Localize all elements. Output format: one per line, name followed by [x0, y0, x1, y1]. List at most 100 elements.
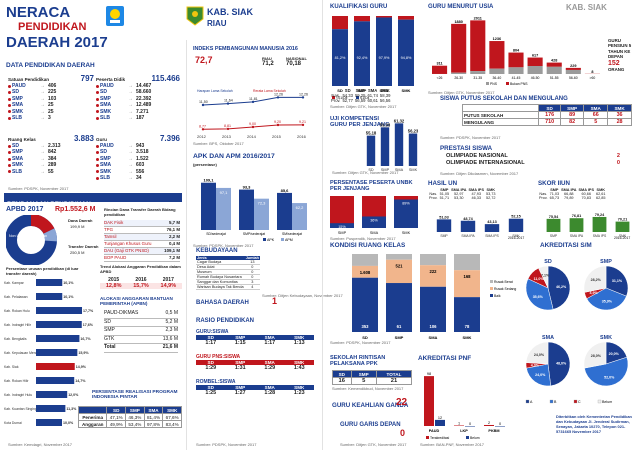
persen-bar-chart: Kab. Kampar 10,1% Kab. Pelalawan 10,1% Kab. …	[4, 279, 94, 426]
persen-value-label: 10,1%	[63, 281, 74, 285]
pendanaan-title: PENDANAAN PENDIDIKAN	[7, 201, 91, 208]
kebudayaan-header: Jumlah	[244, 256, 260, 260]
skor-iiun-category-label: SMA IPS	[593, 234, 607, 238]
kondisi-source: Sumber: PDSPK, November 2017	[330, 340, 391, 345]
putus-header: SMP	[559, 104, 585, 112]
usia-value-label: 1236	[493, 37, 501, 41]
rintisan-header: SMP	[350, 370, 377, 378]
skor-iiun-header: SMP	[550, 188, 559, 192]
pnf-terakreditasi-bar	[424, 376, 434, 426]
kualifikasi-s1-bar	[332, 29, 348, 86]
prestasi-rows: OLIMPIADE NASIONAL 2 OLIMPIADE INTERNASION…	[446, 153, 626, 167]
rintisan-source: Sumber: Kemendikbud, November 2017	[332, 386, 404, 391]
peserta-value: 187	[136, 115, 145, 122]
pip-header: SMP	[125, 406, 145, 414]
akreditasi-slice	[547, 265, 571, 310]
persen-category-label: Kab. Bengkalis	[4, 337, 27, 341]
arrow-icon: →	[128, 95, 133, 102]
pnf-value-label: 0	[499, 422, 501, 426]
data-pendidikan-source: Sumber: PDSPK, November 2017	[8, 186, 69, 191]
ukg-category-label: SMA	[395, 168, 404, 172]
rasio-value: 1:13	[293, 340, 305, 346]
satuan-label: Satuan Pendidikan	[8, 77, 50, 82]
akreditasi-pie-title: SMP	[600, 259, 612, 265]
putus-cell: 89	[559, 111, 585, 119]
persen-bar	[36, 405, 66, 412]
apk-value-label: 109,1	[203, 178, 214, 183]
akreditasi-legend-swatch	[597, 399, 602, 404]
apk-legend-swatch	[263, 238, 266, 241]
rasio-group-label: GURU:SISWA	[196, 329, 229, 335]
header-title-3: DAERAH 2017	[6, 34, 108, 51]
pendanaan-source: Sumber: Kemdagri, November 2017	[8, 442, 73, 447]
kualifikasi-legend-swatch	[356, 96, 359, 99]
usia-legend-label: Bukan PNS	[510, 82, 528, 86]
rasio-col-header: SMA	[264, 385, 275, 390]
persen-category-label: Kab. Rokan Hulu	[4, 309, 30, 313]
kondisi-category-label: SMA	[429, 335, 438, 340]
kondisi-top-label: 222	[430, 269, 438, 274]
ipm-legend-2: Rerata Lama Sekolah	[253, 89, 286, 93]
akreditasi-slice-label: 24,0%	[535, 373, 546, 377]
kondisi-rusak-sedang-bar	[454, 270, 480, 298]
skor-iiun-header: SMK	[596, 188, 605, 192]
bullet-icon	[8, 84, 11, 88]
persen-value-label: 14,7%	[75, 379, 86, 383]
skor-iiun-nas-cell: 71,03	[549, 192, 560, 196]
pip-header: SD	[106, 406, 127, 414]
kondisi-bottom-label: 353	[362, 324, 370, 329]
ipm-rata-point	[251, 125, 255, 129]
unbk-category-label: SMK	[402, 231, 411, 235]
satuan-value: 225	[48, 89, 57, 96]
hasil-un-legend: 2016-2017	[508, 236, 524, 240]
kondisi-top-label: 521	[396, 264, 404, 269]
usia-pns-bar	[565, 69, 581, 74]
guru-value: 3.518	[136, 149, 149, 156]
usia-pns-bar	[508, 67, 524, 74]
header-title-1: NERACA	[6, 4, 71, 21]
satuan-key: PAUD	[12, 83, 26, 89]
guru-usia-title: GURU MENURUT USIA	[428, 4, 494, 10]
pip-cell: 81,4%	[143, 413, 164, 421]
guru-label: Guru	[96, 137, 107, 142]
kebudayaan-cell: Museum	[196, 269, 245, 275]
apk-category-label: SD/sederajat	[206, 232, 226, 236]
rincian-row: Tamsil 2,2 M	[104, 234, 180, 241]
rincian-key: BOP PAUD	[104, 255, 127, 260]
kondisi-rusak-sedang-bar	[420, 265, 446, 287]
kondisi-baik-bar	[420, 286, 446, 332]
akreditasi-slice-label: 4,9%	[590, 291, 599, 295]
satuan-key: SMK	[12, 108, 24, 115]
satuan-row: SLB → 3	[8, 115, 94, 121]
arrow-icon: →	[128, 155, 133, 162]
guru-key: SLB	[100, 175, 110, 182]
peserta-value: 7.271	[136, 108, 149, 115]
peserta-key: SMA	[100, 102, 112, 109]
ruang-label: Ruang Kelas	[8, 137, 36, 142]
akreditasi-legend-swatch	[525, 399, 530, 404]
guru-value: 34	[136, 175, 142, 182]
kondisi-rusak-berat-bar	[420, 254, 446, 266]
prestasi-title: PRESTASI SISWA	[440, 145, 493, 152]
persen-value-label: 14,9%	[76, 365, 87, 369]
kualifikasi-below-s1-bar	[332, 16, 348, 30]
akreditasi-pnf-title: AKREDITASI PNF	[418, 355, 472, 362]
ipm-harapan-label: 11,50	[199, 100, 208, 104]
arrow-icon: →	[128, 102, 133, 109]
persen-value-label: 15,9%	[78, 351, 89, 355]
ukg-prov-cell: 60,61	[367, 98, 378, 103]
hasil-un-header: SMK	[486, 188, 495, 192]
bullet-icon	[96, 97, 99, 101]
ipm-rata-label: 9,00	[249, 122, 256, 126]
skor-iiun-bar	[592, 216, 607, 232]
skor-iiun-nas-cell: 66,88	[564, 192, 574, 196]
usia-value-label: 804	[513, 49, 520, 53]
putus-cell: MENGULANG	[461, 118, 540, 126]
akreditasi-slice-label: 7,1%	[541, 274, 550, 278]
rasio-value: 1:43	[293, 365, 305, 371]
persen-bar	[36, 307, 83, 314]
persen-value-label: 16,7%	[80, 337, 91, 341]
usia-value-label: 229	[570, 64, 576, 68]
kebudayaan-source: Sumber: Ditjen Kebudayaan, November 2017	[262, 293, 343, 298]
skor-iiun-prov-cell: 70,83	[581, 196, 592, 200]
